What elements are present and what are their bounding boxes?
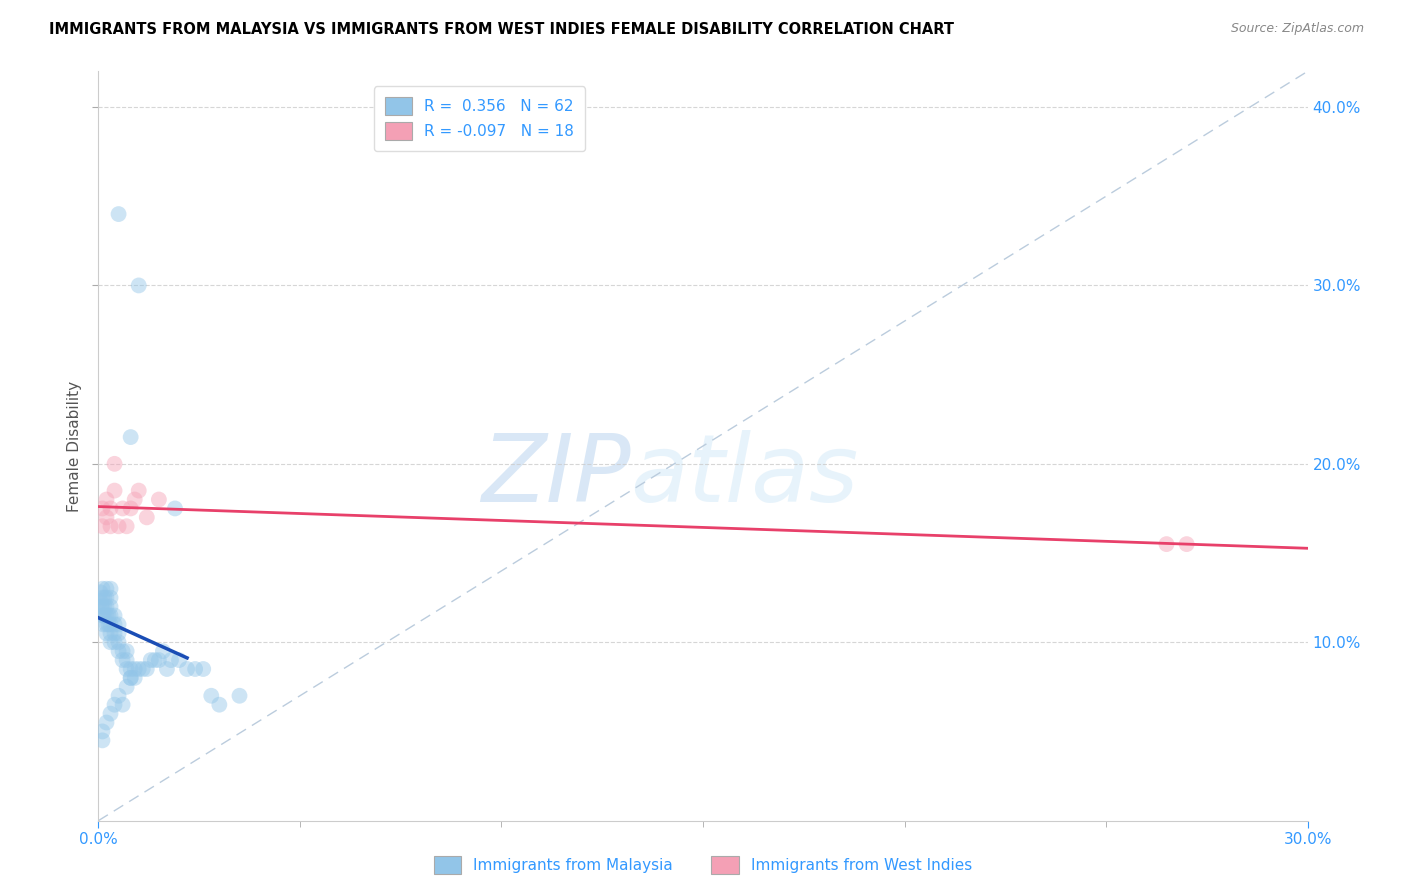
Point: [128, 662, 150, 676]
Point: [152, 644, 174, 658]
Point: [100, 582, 122, 596]
Point: [128, 278, 150, 293]
Point: [193, 662, 215, 676]
Text: IMMIGRANTS FROM MALAYSIA VS IMMIGRANTS FROM WEST INDIES FEMALE DISABILITY CORREL: IMMIGRANTS FROM MALAYSIA VS IMMIGRANTS F…: [49, 22, 955, 37]
Point: [115, 653, 138, 667]
Point: [107, 617, 129, 632]
Point: [96, 715, 118, 730]
Point: [163, 501, 186, 516]
Point: [115, 644, 138, 658]
Point: [228, 689, 250, 703]
Point: [100, 706, 122, 721]
Point: [91, 582, 114, 596]
Point: [107, 519, 129, 533]
Point: [91, 724, 114, 739]
Point: [156, 662, 179, 676]
Point: [1175, 537, 1198, 551]
Point: [100, 608, 122, 623]
Point: [91, 591, 114, 605]
Point: [176, 662, 198, 676]
Point: [96, 582, 118, 596]
Point: [96, 591, 118, 605]
Point: [148, 492, 170, 507]
Point: [93, 599, 115, 614]
Point: [128, 483, 150, 498]
Point: [208, 698, 231, 712]
Point: [132, 662, 155, 676]
Point: [107, 689, 129, 703]
Point: [103, 626, 125, 640]
Point: [115, 662, 138, 676]
Point: [93, 608, 115, 623]
Point: [115, 519, 138, 533]
Point: [124, 662, 146, 676]
Point: [103, 635, 125, 649]
Point: [103, 617, 125, 632]
Text: Source: ZipAtlas.com: Source: ZipAtlas.com: [1230, 22, 1364, 36]
Point: [100, 626, 122, 640]
Point: [96, 492, 118, 507]
Point: [135, 662, 157, 676]
Point: [107, 626, 129, 640]
Point: [97, 608, 120, 623]
Legend: Immigrants from Malaysia, Immigrants from West Indies: Immigrants from Malaysia, Immigrants fro…: [427, 850, 979, 880]
Text: atlas: atlas: [630, 431, 859, 522]
Point: [115, 680, 138, 694]
Point: [89, 594, 111, 608]
Point: [100, 635, 122, 649]
Point: [107, 644, 129, 658]
Point: [124, 492, 146, 507]
Point: [103, 608, 125, 623]
Point: [107, 207, 129, 221]
Point: [160, 653, 183, 667]
Text: ZIP: ZIP: [481, 431, 630, 522]
Point: [96, 626, 118, 640]
Point: [96, 510, 118, 524]
Point: [120, 671, 142, 685]
Point: [120, 430, 142, 444]
Point: [200, 689, 222, 703]
Point: [93, 591, 115, 605]
Point: [120, 671, 142, 685]
Point: [91, 599, 114, 614]
Point: [124, 671, 146, 685]
Point: [107, 635, 129, 649]
Point: [184, 662, 207, 676]
Point: [120, 662, 142, 676]
Point: [91, 519, 114, 533]
Point: [143, 653, 166, 667]
Point: [111, 698, 134, 712]
Point: [91, 608, 114, 623]
Point: [100, 599, 122, 614]
Point: [111, 644, 134, 658]
Point: [100, 519, 122, 533]
Point: [91, 501, 114, 516]
Point: [91, 617, 114, 632]
Point: [103, 483, 125, 498]
Point: [100, 617, 122, 632]
Point: [1156, 537, 1178, 551]
Point: [103, 457, 125, 471]
Point: [120, 501, 142, 516]
Point: [97, 617, 120, 632]
Point: [89, 585, 111, 599]
Legend: R =  0.356   N = 62, R = -0.097   N = 18: R = 0.356 N = 62, R = -0.097 N = 18: [374, 87, 585, 151]
Point: [100, 501, 122, 516]
Point: [91, 608, 114, 623]
Point: [100, 591, 122, 605]
Point: [96, 599, 118, 614]
Point: [103, 698, 125, 712]
Y-axis label: Female Disability: Female Disability: [66, 380, 82, 512]
Point: [167, 653, 190, 667]
Point: [96, 617, 118, 632]
Point: [96, 608, 118, 623]
Point: [91, 733, 114, 747]
Point: [111, 501, 134, 516]
Point: [139, 653, 162, 667]
Point: [135, 510, 157, 524]
Point: [148, 653, 170, 667]
Point: [90, 599, 112, 614]
Point: [111, 653, 134, 667]
